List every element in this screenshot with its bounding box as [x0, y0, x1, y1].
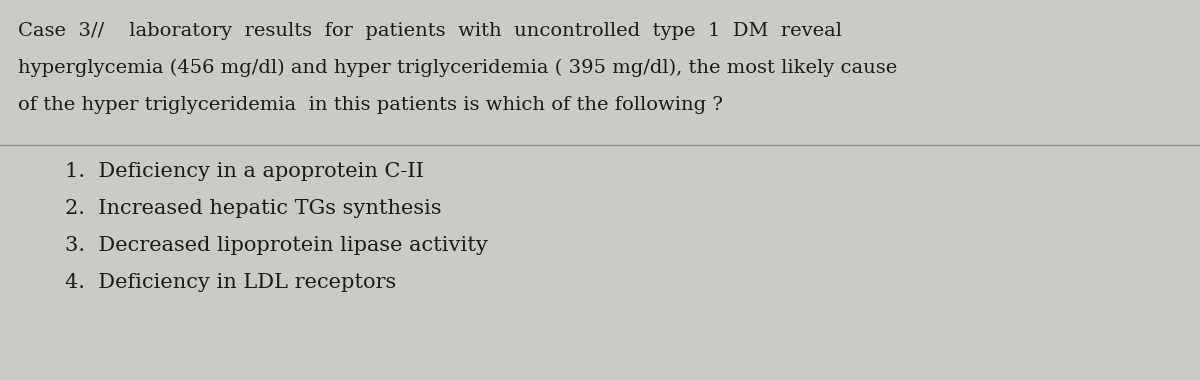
Text: 2.  Increased hepatic TGs synthesis: 2. Increased hepatic TGs synthesis [65, 199, 442, 218]
Text: hyperglycemia (456 mg/dl) and hyper triglyceridemia ( 395 mg/dl), the most likel: hyperglycemia (456 mg/dl) and hyper trig… [18, 59, 898, 77]
Text: 4.  Deficiency in LDL receptors: 4. Deficiency in LDL receptors [65, 273, 396, 292]
Text: 3.  Decreased lipoprotein lipase activity: 3. Decreased lipoprotein lipase activity [65, 236, 488, 255]
Text: 1.  Deficiency in a apoprotein C-II: 1. Deficiency in a apoprotein C-II [65, 162, 424, 181]
Text: Case  3//    laboratory  results  for  patients  with  uncontrolled  type  1  DM: Case 3// laboratory results for patients… [18, 22, 842, 40]
Text: of the hyper triglyceridemia  in this patients is which of the following ?: of the hyper triglyceridemia in this pat… [18, 96, 722, 114]
